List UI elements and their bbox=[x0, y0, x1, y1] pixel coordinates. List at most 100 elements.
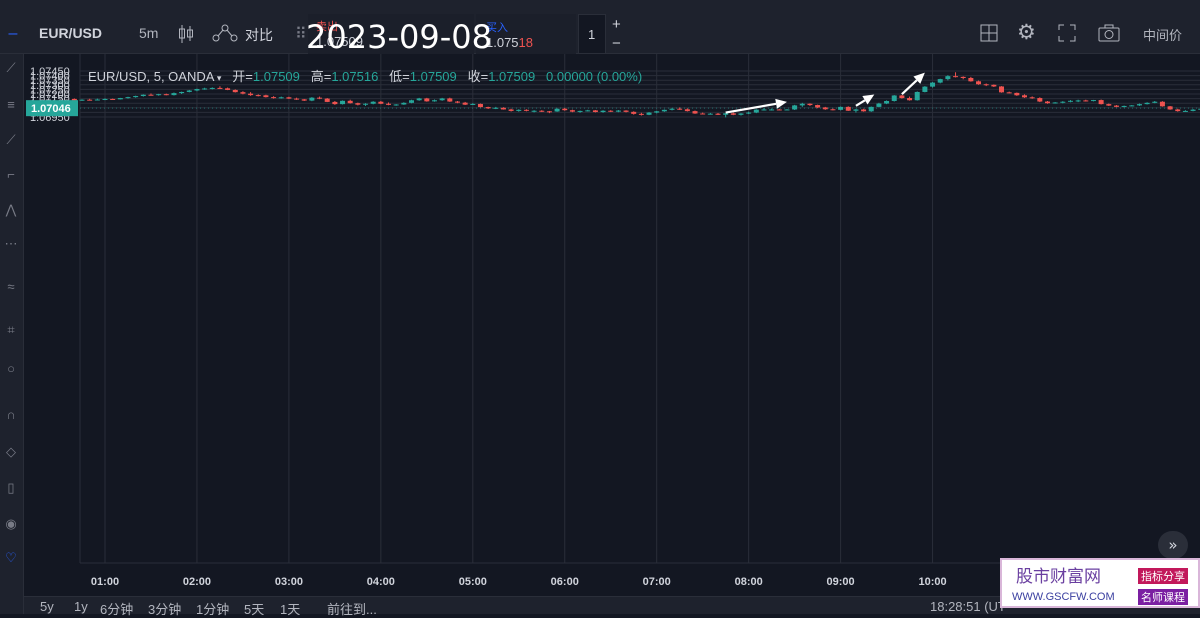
candle-body bbox=[753, 109, 759, 113]
range-1d[interactable]: 1天 bbox=[280, 602, 301, 617]
candle bbox=[1113, 105, 1119, 108]
quantity-minus-button[interactable]: − bbox=[612, 35, 621, 52]
prediction-tool-icon[interactable]: ⋀ bbox=[5, 202, 17, 217]
zoom-icon[interactable]: ○ bbox=[7, 360, 15, 376]
candle-body bbox=[945, 76, 951, 80]
candle-body bbox=[1159, 101, 1165, 107]
price-type-dropdown[interactable]: 中间价 bbox=[1143, 28, 1183, 43]
candle bbox=[1075, 99, 1081, 103]
candle bbox=[140, 94, 146, 97]
candle bbox=[884, 100, 890, 105]
brush-tool-icon[interactable]: ⟋ bbox=[6, 132, 16, 147]
legend-dropdown-icon[interactable]: ▾ bbox=[214, 73, 222, 83]
goto-date-button[interactable]: 前往到... bbox=[327, 602, 377, 617]
range-1m[interactable]: 1分钟 bbox=[196, 602, 230, 617]
candle bbox=[271, 96, 277, 99]
candle-body bbox=[968, 77, 974, 82]
menu-icon[interactable]: – bbox=[8, 25, 18, 42]
candle-body bbox=[171, 93, 177, 96]
candle-body bbox=[930, 82, 936, 87]
quantity-box[interactable] bbox=[578, 14, 606, 54]
favorites-icon[interactable]: ♡ bbox=[5, 550, 17, 565]
candle bbox=[393, 104, 399, 106]
candle-body bbox=[523, 109, 529, 111]
candle-body bbox=[976, 81, 982, 85]
top-toolbar: – EUR/USD 5m 对比 ⠿ 卖出 1.07509 买入 1.07518 … bbox=[0, 0, 1200, 54]
candle bbox=[378, 100, 384, 105]
y-tick-label: 1.07200 bbox=[30, 89, 70, 101]
candle bbox=[1159, 101, 1165, 107]
price-chart[interactable]: 1.074501.074001.073501.073001.072501.072… bbox=[24, 54, 1200, 596]
shapes-tool-icon[interactable]: ⋯ bbox=[4, 236, 18, 251]
candle-body bbox=[838, 106, 844, 110]
candle bbox=[209, 87, 215, 90]
candle bbox=[608, 110, 614, 113]
ruler-tool-icon[interactable]: ⌗ bbox=[7, 322, 15, 337]
watermark-badge-1: 指标分享 bbox=[1138, 568, 1188, 584]
buy-price: 1.07518 bbox=[486, 35, 534, 50]
range-5y[interactable]: 5y bbox=[40, 599, 54, 614]
fib-tool-icon[interactable]: ≡ bbox=[7, 96, 15, 112]
interval-button[interactable]: 5m bbox=[139, 25, 159, 41]
candle-body bbox=[830, 109, 836, 111]
range-1y[interactable]: 1y bbox=[74, 599, 88, 614]
candle bbox=[133, 95, 139, 98]
trend-arrow bbox=[725, 98, 787, 114]
candle bbox=[355, 102, 361, 106]
candle bbox=[1083, 99, 1089, 102]
candle bbox=[937, 78, 943, 84]
candle bbox=[853, 108, 859, 113]
candle-body bbox=[439, 98, 445, 101]
range-3m[interactable]: 3分钟 bbox=[148, 602, 182, 617]
candle-body bbox=[554, 108, 560, 112]
candle bbox=[401, 102, 407, 105]
compare-button[interactable]: 对比 bbox=[245, 27, 273, 43]
clock-timezone[interactable]: 18:28:51 (UT bbox=[930, 599, 1006, 614]
settings-gear-icon[interactable]: ⚙ bbox=[1017, 21, 1036, 44]
candle-body bbox=[485, 107, 491, 109]
candles-icon[interactable] bbox=[178, 24, 194, 44]
trend-arrow-head bbox=[862, 94, 875, 105]
candle bbox=[225, 87, 231, 91]
drag-handle-icon[interactable]: ⠿ bbox=[295, 26, 307, 43]
fullscreen-icon[interactable] bbox=[1058, 24, 1076, 42]
symbol-search-button[interactable]: EUR/USD bbox=[39, 25, 103, 41]
legend-symbol[interactable]: EUR/USD, 5, OANDA bbox=[88, 69, 215, 84]
eye-icon[interactable]: ◉ bbox=[5, 516, 17, 531]
candle-body bbox=[608, 110, 614, 112]
candle-body bbox=[953, 76, 959, 78]
candle-body bbox=[623, 110, 629, 112]
trend-arrow-head bbox=[913, 72, 925, 84]
range-5d[interactable]: 5天 bbox=[244, 602, 265, 617]
x-tick-label: 03:00 bbox=[275, 576, 303, 588]
buy-box[interactable] bbox=[476, 14, 576, 54]
text-tool-icon[interactable]: ≈ bbox=[7, 278, 15, 294]
candle-body bbox=[585, 110, 591, 112]
magnet-icon[interactable]: ∩ bbox=[6, 406, 16, 422]
candle bbox=[1044, 100, 1050, 104]
layout-icon[interactable] bbox=[980, 24, 998, 42]
candle-body bbox=[531, 110, 537, 112]
candle-body bbox=[999, 86, 1005, 93]
candle bbox=[983, 83, 989, 87]
candle bbox=[340, 100, 346, 105]
pattern-tool-icon[interactable]: ⌐ bbox=[7, 166, 15, 182]
candle bbox=[1129, 105, 1135, 107]
candle bbox=[646, 112, 652, 116]
candle-body bbox=[1144, 102, 1150, 105]
candle-body bbox=[416, 98, 422, 101]
sell-box[interactable] bbox=[308, 14, 474, 54]
buy-label: 买入 bbox=[486, 22, 508, 34]
candle bbox=[1182, 110, 1188, 112]
trendline-tool-icon[interactable]: ⟋ bbox=[6, 60, 16, 75]
candle-body bbox=[324, 98, 330, 102]
lock-icon[interactable]: ◇ bbox=[6, 444, 16, 459]
compare-icon[interactable] bbox=[212, 24, 238, 42]
candle-body bbox=[401, 102, 407, 105]
scroll-right-button[interactable] bbox=[1158, 531, 1188, 559]
candle bbox=[186, 89, 192, 93]
quantity-plus-button[interactable]: + bbox=[612, 16, 621, 33]
range-6m[interactable]: 6分钟 bbox=[100, 602, 134, 617]
camera-icon[interactable] bbox=[1098, 24, 1120, 42]
trash-icon[interactable]: ▯ bbox=[7, 480, 15, 495]
